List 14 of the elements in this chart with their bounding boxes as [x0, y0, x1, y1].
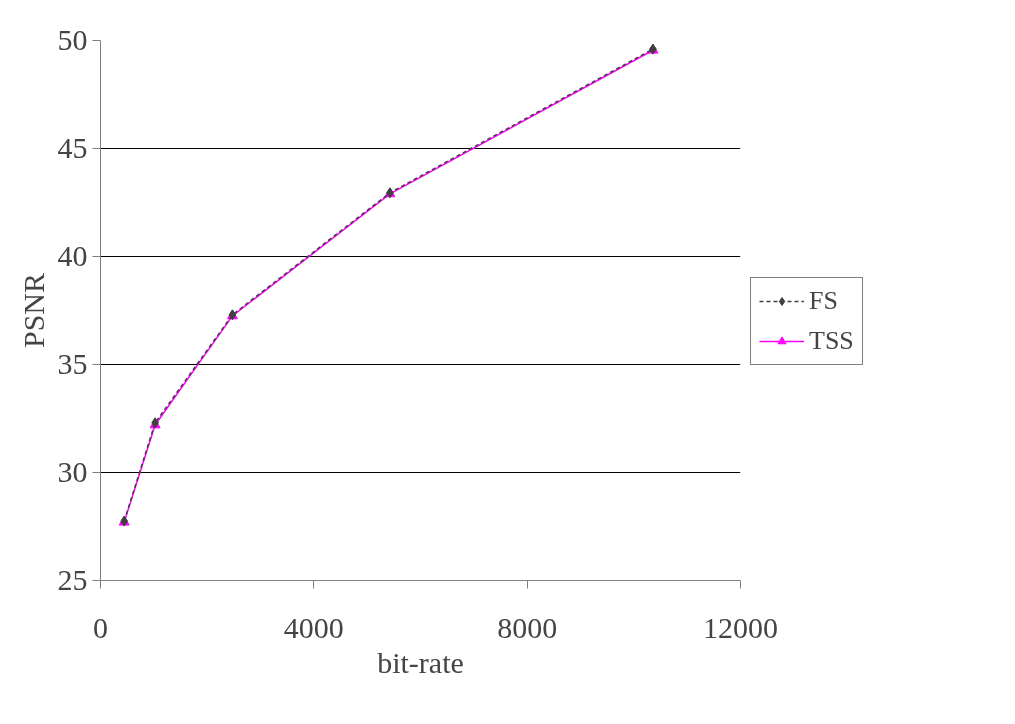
legend-label: TSS — [809, 326, 854, 356]
y-tick-label: 35 — [57, 347, 88, 380]
y-axis-title: PSNR — [16, 272, 50, 349]
x-tick-label: 4000 — [283, 610, 344, 644]
x-tick-label: 12000 — [703, 610, 778, 644]
y-tick-label: 50 — [57, 23, 88, 56]
x-tick-label: 8000 — [497, 610, 558, 644]
x-axis-title: bit-rate — [377, 645, 464, 679]
y-tick-label: 45 — [57, 131, 88, 164]
legend-label: FS — [809, 286, 838, 316]
x-tick-label: 0 — [93, 610, 108, 644]
y-tick-label: 25 — [57, 563, 88, 596]
y-tick-label: 30 — [57, 455, 88, 488]
y-tick-label: 40 — [57, 239, 88, 272]
